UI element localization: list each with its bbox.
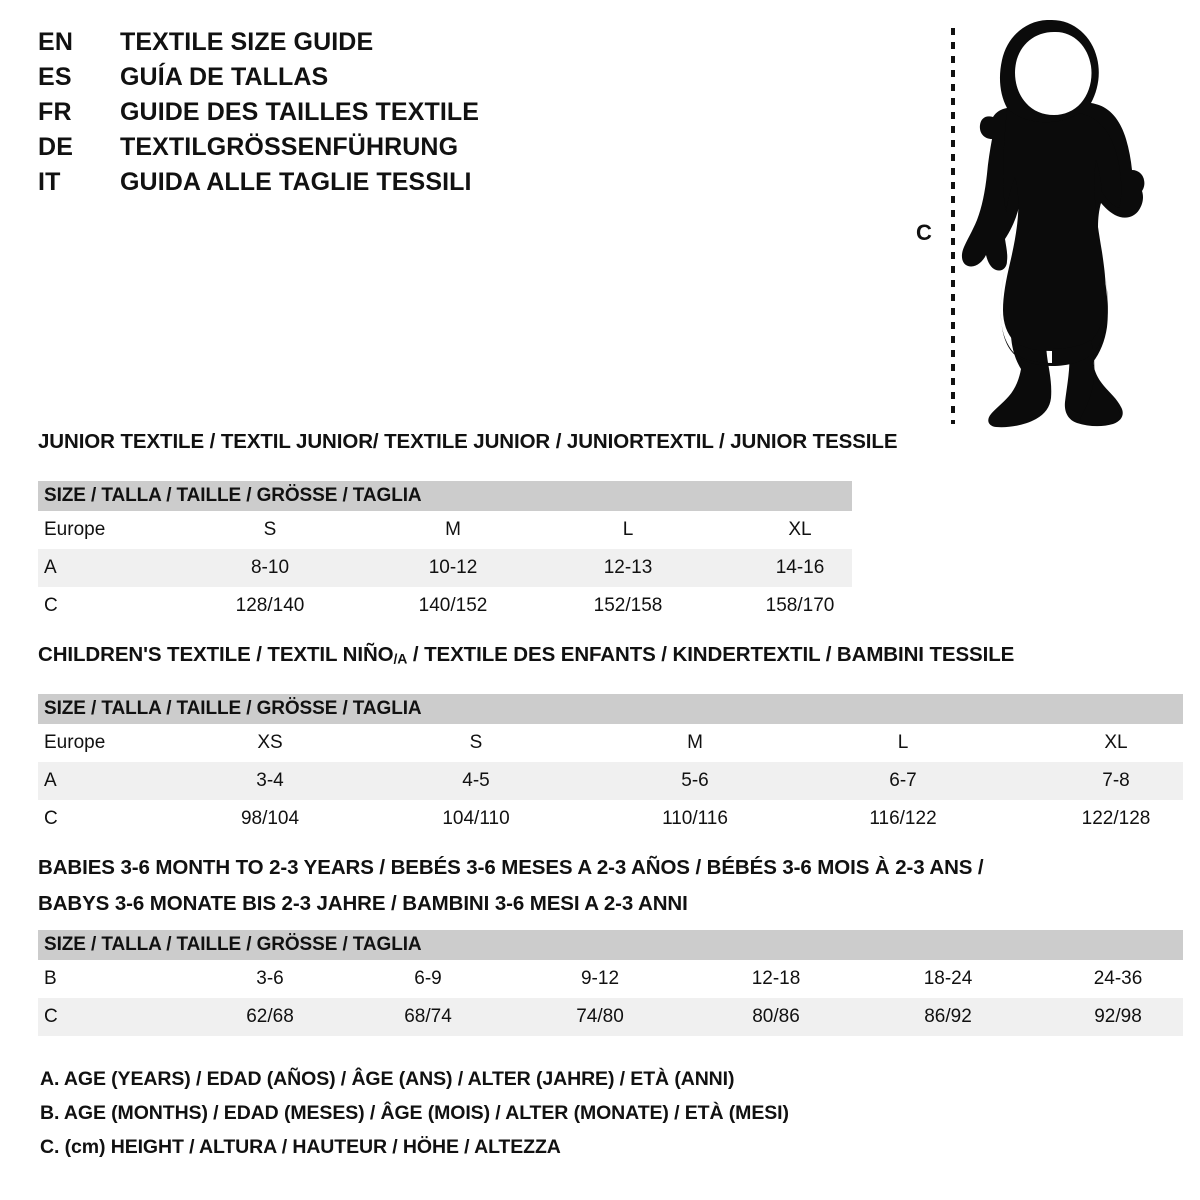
heading-text-main: CHILDREN'S TEXTILE / TEXTIL NIÑO [38, 643, 394, 666]
title-text: GUIDE DES TAILLES TEXTILE [120, 98, 480, 126]
row-label: C [44, 808, 58, 829]
title-block: EN TEXTILE SIZE GUIDE ES GUÍA DE TALLAS FR GU… [38, 28, 598, 203]
table-cell: 86/92 [924, 1006, 972, 1027]
table-cell: 116/122 [869, 808, 937, 829]
size-table-junior: SIZE / TALLA / TAILLE / GRÖSSE / TAGLIA E… [38, 481, 852, 625]
title-text: TEXTILGRÖSSENFÜHRUNG [120, 133, 459, 161]
size-table-children: SIZE / TALLA / TAILLE / GRÖSSE / TAGLIA E… [38, 694, 1183, 838]
title-row-en: EN TEXTILE SIZE GUIDE [38, 28, 598, 63]
table-cell: S [469, 732, 483, 753]
table-cell: 104/110 [442, 808, 510, 829]
legend-line-c: C. (cm) HEIGHT / ALTURA / HAUTEUR / HÖHE… [40, 1136, 561, 1158]
table-cell: 110/116 [662, 808, 728, 829]
toddler-silhouette-icon [955, 16, 1160, 428]
table-cell: 24-36 [1093, 968, 1143, 989]
height-measure-dashed-line [951, 28, 955, 424]
table-header-bar: SIZE / TALLA / TAILLE / GRÖSSE / TAGLIA [38, 930, 1183, 960]
title-lang-code: EN [38, 28, 74, 56]
table-cell: 5-6 [681, 770, 709, 791]
section-heading-babies-line2: BABYS 3-6 MONATE BIS 2-3 JAHRE / BAMBINI… [38, 892, 688, 915]
row-label: A [44, 770, 57, 791]
table-cell: 92/98 [1094, 1006, 1142, 1027]
table-cell: 62/68 [246, 1006, 294, 1027]
table-cell: L [897, 732, 909, 753]
heading-text-rest: / TEXTILE DES ENFANTS / KINDERTEXTIL / B… [407, 643, 1015, 666]
title-row-es: ES GUÍA DE TALLAS [38, 63, 598, 98]
table-cell: L [622, 519, 634, 540]
table-cell: 122/128 [1081, 808, 1151, 829]
table-cell: 9-12 [580, 968, 620, 989]
section-heading-children: CHILDREN'S TEXTILE / TEXTIL NIÑO/A / TEX… [38, 643, 1014, 667]
table-cell: 4-5 [462, 770, 490, 791]
row-label: B [44, 968, 57, 989]
title-row-de: DE TEXTILGRÖSSENFÜHRUNG [38, 133, 598, 168]
title-lang-code: FR [38, 98, 72, 126]
title-lang-code: IT [38, 168, 61, 196]
table-row: Europe XS S M L XL [38, 724, 1183, 762]
table-cell: 140/152 [418, 595, 488, 616]
table-header-bar: SIZE / TALLA / TAILLE / GRÖSSE / TAGLIA [38, 481, 852, 511]
row-label: C [44, 1006, 58, 1027]
size-table-babies: SIZE / TALLA / TAILLE / GRÖSSE / TAGLIA B… [38, 930, 1183, 1036]
table-cell: 7-8 [1102, 770, 1130, 791]
table-header-bar: SIZE / TALLA / TAILLE / GRÖSSE / TAGLIA [38, 694, 1183, 724]
title-text: GUÍA DE TALLAS [120, 63, 329, 91]
table-cell: 6-7 [889, 770, 917, 791]
row-label: Europe [44, 519, 106, 540]
table-row: B 3-6 6-9 9-12 12-18 18-24 24-36 [38, 960, 1183, 998]
section-heading-babies: BABIES 3-6 MONTH TO 2-3 YEARS / BEBÉS 3-… [38, 856, 984, 879]
table-cell: XL [788, 519, 812, 540]
table-cell: 152/158 [593, 595, 663, 616]
title-lang-code: ES [38, 63, 72, 91]
table-cell: 14-16 [775, 557, 825, 578]
table-row: C 62/68 68/74 74/80 80/86 86/92 92/98 [38, 998, 1183, 1036]
table-row: A 3-4 4-5 5-6 6-7 7-8 [38, 762, 1183, 800]
row-label: A [44, 557, 57, 578]
table-cell: 68/74 [404, 1006, 452, 1027]
table-row: A 8-10 10-12 12-13 14-16 [38, 549, 852, 587]
title-text: TEXTILE SIZE GUIDE [120, 28, 374, 56]
table-cell: 10-12 [428, 557, 478, 578]
table-cell: XL [1104, 732, 1128, 753]
table-cell: 128/140 [235, 595, 305, 616]
title-lang-code: DE [38, 133, 74, 161]
section-heading-junior: JUNIOR TEXTILE / TEXTIL JUNIOR/ TEXTILE … [38, 430, 898, 453]
table-cell: 18-24 [923, 968, 973, 989]
legend-block: A. AGE (YEARS) / EDAD (AÑOS) / ÂGE (ANS)… [40, 1062, 1040, 1164]
legend-line-a: A. AGE (YEARS) / EDAD (AÑOS) / ÂGE (ANS)… [40, 1068, 735, 1090]
table-cell: 74/80 [576, 1006, 624, 1027]
table-cell: 80/86 [752, 1006, 800, 1027]
heading-text-subscript: /A [393, 650, 408, 667]
table-cell: XS [257, 732, 283, 753]
title-text: GUIDA ALLE TAGLIE TESSILI [120, 168, 472, 196]
table-row: Europe S M L XL [38, 511, 852, 549]
table-cell: 12-18 [751, 968, 801, 989]
table-cell: 158/170 [765, 595, 835, 616]
row-label: C [44, 595, 58, 616]
table-cell: 12-13 [603, 557, 653, 578]
table-cell: S [263, 519, 277, 540]
table-cell: 3-4 [256, 770, 284, 791]
height-figure: C [900, 8, 1160, 428]
legend-line-b: B. AGE (MONTHS) / EDAD (MESES) / ÂGE (MO… [40, 1102, 789, 1124]
title-row-it: IT GUIDA ALLE TAGLIE TESSILI [38, 168, 598, 203]
table-cell: 8-10 [250, 557, 290, 578]
row-label: Europe [44, 732, 106, 753]
table-row: C 98/104 104/110 110/116 116/122 122/128 [38, 800, 1183, 838]
measure-label-c: C [916, 220, 932, 245]
table-row: C 128/140 140/152 152/158 158/170 [38, 587, 852, 625]
table-cell: M [445, 519, 461, 540]
table-cell: 6-9 [414, 968, 442, 989]
table-cell: 98/104 [240, 808, 300, 829]
table-cell: 3-6 [256, 968, 284, 989]
table-cell: M [687, 732, 703, 753]
title-row-fr: FR GUIDE DES TAILLES TEXTILE [38, 98, 598, 133]
